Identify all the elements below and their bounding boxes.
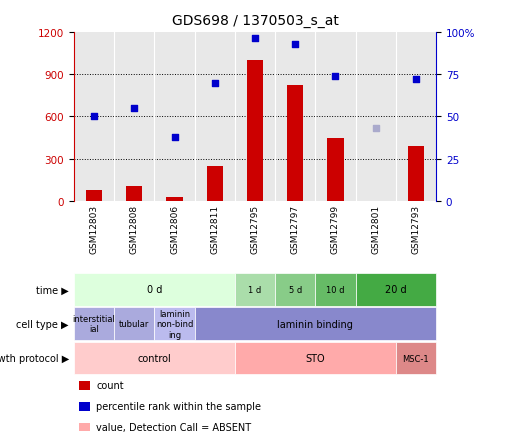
Text: 5 d: 5 d: [288, 285, 301, 294]
Bar: [206, 167, 222, 202]
Text: percentile rank within the sample: percentile rank within the sample: [96, 401, 261, 411]
Point: [371, 125, 379, 132]
Point: [210, 80, 218, 87]
Text: MSC-1: MSC-1: [402, 354, 429, 363]
Text: tubular: tubular: [119, 319, 149, 329]
Text: GSM12797: GSM12797: [290, 204, 299, 253]
Text: 20 d: 20 d: [384, 285, 406, 295]
Text: GSM12793: GSM12793: [411, 204, 419, 253]
Point: [291, 41, 299, 48]
Text: interstitial
ial: interstitial ial: [72, 314, 115, 334]
Bar: [86, 191, 102, 202]
Text: 0 d: 0 d: [147, 285, 162, 295]
Point: [250, 36, 259, 43]
Text: GSM12803: GSM12803: [90, 204, 98, 253]
Text: GDS698 / 1370503_s_at: GDS698 / 1370503_s_at: [171, 14, 338, 28]
Text: GSM12795: GSM12795: [250, 204, 259, 253]
Bar: [246, 61, 263, 202]
Text: GSM12801: GSM12801: [371, 204, 379, 253]
Text: count: count: [96, 381, 124, 390]
Bar: [287, 86, 303, 202]
Text: cell type ▶: cell type ▶: [16, 319, 69, 329]
Text: growth protocol ▶: growth protocol ▶: [0, 353, 69, 363]
Point: [170, 134, 178, 141]
Text: 10 d: 10 d: [326, 285, 344, 294]
Bar: [166, 197, 182, 202]
Text: GSM12811: GSM12811: [210, 204, 219, 253]
Bar: [407, 147, 423, 202]
Text: STO: STO: [305, 353, 325, 363]
Text: value, Detection Call = ABSENT: value, Detection Call = ABSENT: [96, 422, 251, 432]
Text: GSM12808: GSM12808: [130, 204, 138, 253]
Text: time ▶: time ▶: [36, 285, 69, 295]
Point: [130, 105, 138, 112]
Point: [331, 73, 339, 80]
Text: laminin
non-bind
ing: laminin non-bind ing: [156, 309, 193, 339]
Text: GSM12799: GSM12799: [330, 204, 340, 253]
Text: 1 d: 1 d: [248, 285, 261, 294]
Point: [90, 114, 98, 121]
Point: [411, 76, 419, 83]
Text: GSM12806: GSM12806: [169, 204, 179, 253]
Text: laminin binding: laminin binding: [277, 319, 353, 329]
Bar: [126, 186, 142, 202]
Text: control: control: [137, 353, 171, 363]
Bar: [327, 138, 343, 202]
